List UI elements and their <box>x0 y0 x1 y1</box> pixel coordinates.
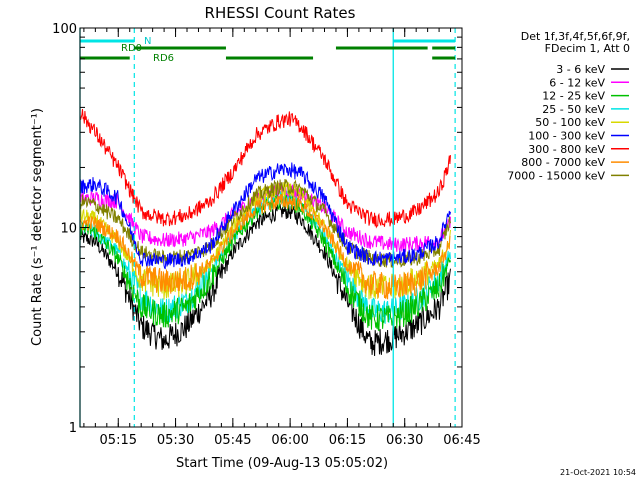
x-tick-label: 06:45 <box>443 433 480 448</box>
x-axis-label: Start Time (09-Aug-13 05:05:02) <box>176 456 388 471</box>
legend-header-line-1: Det 1f,3f,4f,5f,6f,9f, <box>521 30 630 43</box>
chart-title: RHESSI Count Rates <box>205 4 356 22</box>
rd0-label: RD0 <box>121 43 142 54</box>
legend-label-4: 25 - 50 keV <box>542 103 605 116</box>
series-line-8 <box>79 193 451 300</box>
series-layer <box>79 108 451 357</box>
y-tick-label-1: 1 <box>69 421 77 436</box>
x-tick-label: 05:15 <box>100 433 137 448</box>
legend-label-8: 800 - 7000 keV <box>521 156 605 169</box>
footer-timestamp: 21-Oct-2021 10:54 <box>560 468 636 477</box>
series-line-7 <box>79 108 451 229</box>
legend-label-7: 300 - 800 keV <box>528 143 605 156</box>
y-tick-label-10: 10 <box>60 222 77 237</box>
legend-label-3: 12 - 25 keV <box>542 90 605 103</box>
x-tick-label: 06:15 <box>329 433 366 448</box>
y-axis-label: Count Rate (s⁻¹ detector segment⁻¹) <box>30 108 45 346</box>
x-tick-label: 05:45 <box>214 433 251 448</box>
x-tick-label: 06:30 <box>386 433 423 448</box>
legend-label-2: 6 - 12 keV <box>549 76 605 89</box>
x-tick-label: 06:00 <box>271 433 308 448</box>
night-label: N <box>144 36 151 47</box>
rd6-label: RD6 <box>153 53 174 64</box>
y-tick-label-100: 100 <box>52 22 77 37</box>
legend-label-6: 100 - 300 keV <box>528 130 605 143</box>
y-axis-ticks: 1 10 100 <box>52 22 462 436</box>
x-axis-ticks: 05:15 05:30 05:45 06:00 06:15 06:30 06:45 <box>83 28 481 448</box>
series-line-6 <box>79 162 451 270</box>
x-tick-label: 05:30 <box>157 433 194 448</box>
legend-header-line-2: FDecim 1, Att 0 <box>545 42 630 55</box>
legend-label-1: 3 - 6 keV <box>556 63 605 76</box>
legend-label-9: 7000 - 15000 keV <box>507 169 605 182</box>
legend-label-5: 50 - 100 keV <box>535 116 605 129</box>
